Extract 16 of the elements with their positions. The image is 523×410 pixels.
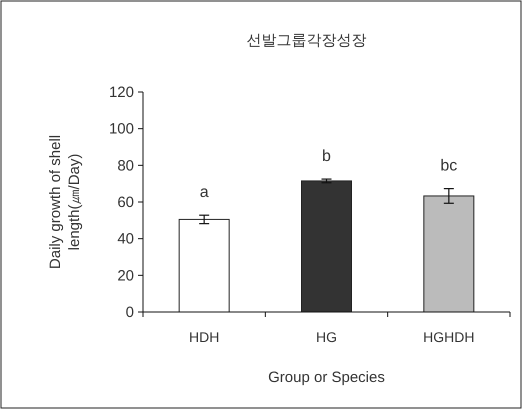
annotation: b — [322, 148, 332, 166]
chart-title: 선발그룹각장성장 — [246, 32, 366, 49]
y-tick-label: 100 — [108, 120, 134, 138]
y-tick-label: 40 — [117, 230, 134, 248]
x-axis-title: Group or Species — [268, 369, 385, 386]
annotation: bc — [440, 158, 458, 175]
y-tick-label: 80 — [117, 157, 134, 174]
x-tick-label: HGHDH — [423, 329, 475, 345]
y-tick-label: 0 — [126, 304, 134, 321]
y-tick-label: 120 — [108, 84, 134, 101]
y-tick-label: 20 — [117, 267, 134, 284]
annotation: a — [200, 184, 209, 202]
y-tick-label: 60 — [117, 194, 134, 211]
x-tick-label: HDH — [188, 329, 220, 345]
x-tick-label: HG — [316, 329, 337, 345]
y-axis-title: Daily growth of shell length(㎛/Day) — [47, 134, 83, 270]
